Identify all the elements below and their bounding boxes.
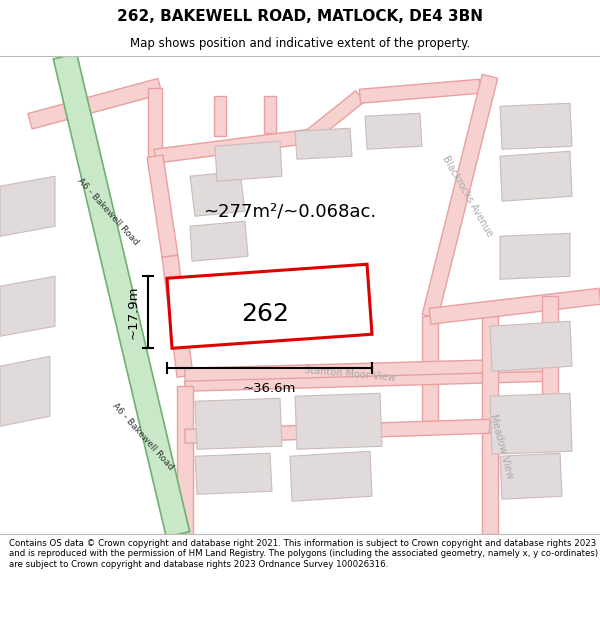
Text: Stanton Moor View: Stanton Moor View (304, 365, 396, 383)
Polygon shape (195, 453, 272, 494)
Polygon shape (422, 74, 498, 318)
Polygon shape (359, 79, 481, 103)
Polygon shape (185, 358, 550, 384)
Text: ~17.9m: ~17.9m (127, 286, 140, 339)
Polygon shape (154, 129, 311, 163)
Polygon shape (500, 233, 570, 279)
Polygon shape (147, 155, 178, 258)
Polygon shape (429, 288, 600, 324)
Polygon shape (490, 321, 572, 371)
Polygon shape (500, 453, 562, 499)
Text: A6 - Bakewell Road: A6 - Bakewell Road (76, 176, 140, 246)
Polygon shape (542, 296, 558, 406)
Polygon shape (305, 91, 364, 142)
Text: ~36.6m: ~36.6m (243, 382, 296, 395)
Text: ~277m²/~0.068ac.: ~277m²/~0.068ac. (203, 202, 377, 220)
Polygon shape (53, 54, 190, 537)
Polygon shape (190, 221, 248, 261)
Polygon shape (500, 151, 572, 201)
Polygon shape (264, 96, 276, 133)
Polygon shape (500, 103, 572, 149)
Polygon shape (422, 316, 438, 426)
Polygon shape (489, 421, 551, 442)
Polygon shape (0, 356, 50, 426)
Text: 262: 262 (241, 302, 289, 326)
Polygon shape (0, 176, 55, 236)
Text: Contains OS data © Crown copyright and database right 2021. This information is : Contains OS data © Crown copyright and d… (9, 539, 598, 569)
Polygon shape (28, 79, 162, 129)
Polygon shape (148, 88, 162, 166)
Text: 262, BAKEWELL ROAD, MATLOCK, DE4 3BN: 262, BAKEWELL ROAD, MATLOCK, DE4 3BN (117, 9, 483, 24)
Polygon shape (177, 386, 193, 534)
Polygon shape (185, 419, 490, 443)
Text: Map shows position and indicative extent of the property.: Map shows position and indicative extent… (130, 38, 470, 51)
Polygon shape (185, 371, 550, 391)
Polygon shape (215, 141, 282, 181)
Polygon shape (290, 451, 372, 501)
Text: A6 - Bakewell Road: A6 - Bakewell Road (110, 401, 175, 471)
Polygon shape (190, 171, 245, 216)
Polygon shape (295, 128, 352, 159)
Polygon shape (482, 316, 498, 534)
Polygon shape (490, 393, 572, 454)
Text: Blackrocks Avenue: Blackrocks Avenue (441, 154, 495, 238)
Polygon shape (365, 113, 422, 149)
Polygon shape (167, 264, 372, 348)
Polygon shape (162, 255, 193, 378)
Text: Meadow View: Meadow View (488, 412, 515, 480)
Polygon shape (295, 393, 382, 449)
Polygon shape (195, 398, 282, 449)
Polygon shape (0, 276, 55, 336)
Polygon shape (214, 96, 226, 136)
